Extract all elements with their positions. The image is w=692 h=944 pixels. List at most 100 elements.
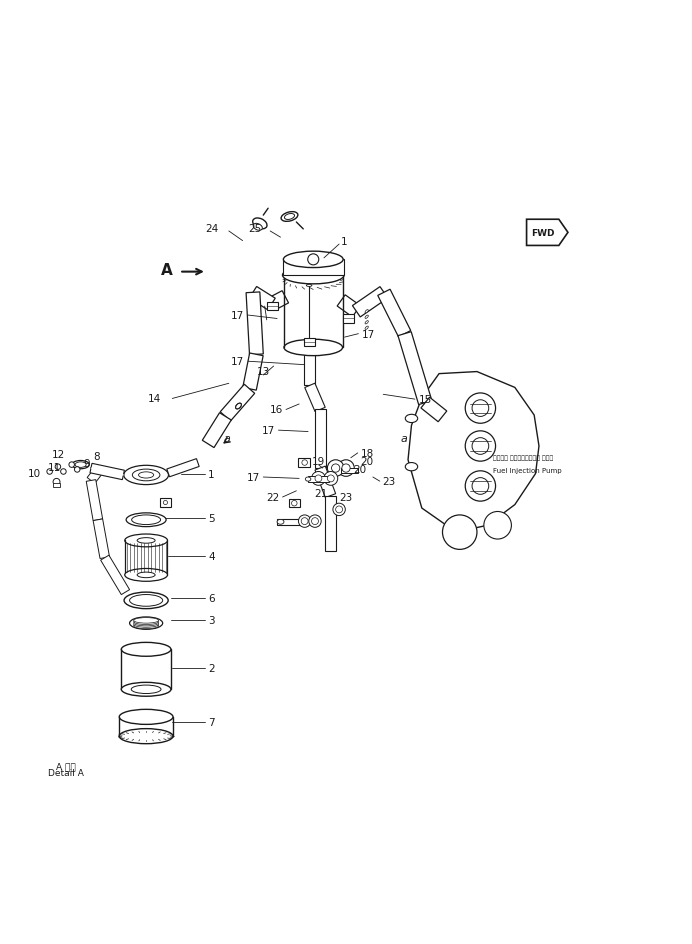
Circle shape [465,431,495,462]
Text: 2: 2 [208,664,215,673]
Ellipse shape [406,414,418,423]
Circle shape [336,506,343,514]
Circle shape [53,479,60,486]
Bar [308,477,329,482]
Text: 9: 9 [84,459,90,469]
Ellipse shape [72,461,89,469]
Ellipse shape [365,311,368,313]
Ellipse shape [131,515,161,525]
Circle shape [302,461,307,465]
Ellipse shape [282,267,344,284]
Ellipse shape [137,572,155,578]
Text: 4: 4 [208,551,215,561]
Polygon shape [378,290,411,337]
Bar [282,261,344,276]
Polygon shape [167,459,199,478]
Polygon shape [220,385,255,421]
Text: 6: 6 [208,594,215,603]
Circle shape [75,467,80,473]
Text: 17: 17 [230,357,244,367]
Ellipse shape [124,465,169,485]
Ellipse shape [305,478,311,481]
Ellipse shape [284,267,343,284]
Bar [289,499,300,508]
Circle shape [308,255,319,265]
Polygon shape [304,348,316,386]
Text: FWD: FWD [531,228,555,238]
Circle shape [55,464,61,470]
Text: A: A [161,262,173,278]
Polygon shape [249,287,275,311]
Text: 17: 17 [230,311,244,321]
Circle shape [465,471,495,501]
Text: 18: 18 [361,448,374,459]
Ellipse shape [125,534,167,548]
Bar [53,483,60,488]
Bar [343,315,354,323]
Circle shape [333,504,345,516]
Circle shape [472,478,489,495]
Ellipse shape [307,285,312,287]
Circle shape [327,476,334,482]
Text: 17: 17 [262,426,275,436]
Polygon shape [527,220,568,246]
Text: 21: 21 [315,488,328,498]
Circle shape [472,400,489,417]
Text: 1: 1 [208,469,215,479]
Circle shape [301,518,308,525]
Ellipse shape [124,593,168,609]
Text: フェエル インジェクション ポンプ: フェエル インジェクション ポンプ [493,455,553,461]
Polygon shape [243,354,263,391]
Polygon shape [90,464,125,480]
Ellipse shape [236,404,242,410]
Ellipse shape [281,212,298,222]
Circle shape [298,515,311,528]
Polygon shape [268,292,289,311]
Circle shape [291,501,297,506]
Text: 7: 7 [208,716,215,727]
Text: 17: 17 [246,473,260,482]
Polygon shape [398,332,432,405]
Circle shape [163,501,167,505]
Text: 15: 15 [419,395,432,405]
Polygon shape [93,519,109,559]
Ellipse shape [131,685,161,694]
Ellipse shape [75,463,86,468]
Text: 20: 20 [353,465,366,475]
Text: a: a [224,434,231,444]
Bar [298,459,310,467]
Circle shape [69,463,75,468]
Ellipse shape [365,327,368,330]
Text: a: a [401,433,408,444]
Circle shape [442,515,477,549]
Circle shape [315,476,322,482]
Text: 19: 19 [312,457,325,466]
Circle shape [324,472,338,486]
Text: 22: 22 [266,493,279,502]
Circle shape [342,464,350,473]
Polygon shape [304,384,325,413]
Ellipse shape [134,622,158,628]
Circle shape [338,461,354,477]
Text: 1: 1 [341,236,348,246]
Circle shape [465,394,495,424]
Circle shape [327,461,344,477]
Text: A 詳細: A 詳細 [55,762,75,770]
Circle shape [472,438,489,455]
Ellipse shape [406,464,418,471]
Text: 12: 12 [52,449,65,459]
Ellipse shape [284,340,343,356]
Polygon shape [408,372,539,532]
Ellipse shape [236,404,242,410]
Ellipse shape [137,538,155,544]
Text: 11: 11 [48,463,62,472]
Ellipse shape [121,683,171,697]
Text: 23: 23 [383,477,396,487]
Circle shape [47,469,53,475]
Polygon shape [421,397,447,422]
Ellipse shape [253,219,267,229]
Ellipse shape [134,621,158,626]
Bar [266,303,277,311]
Bar [277,519,308,526]
Text: 8: 8 [93,452,100,462]
